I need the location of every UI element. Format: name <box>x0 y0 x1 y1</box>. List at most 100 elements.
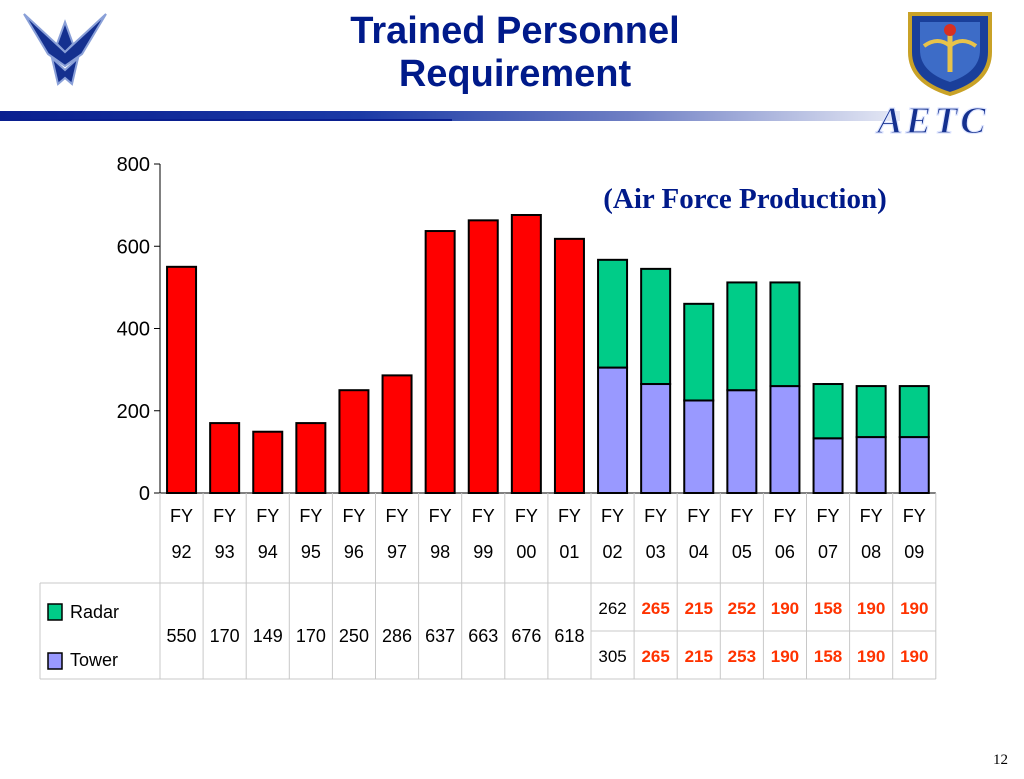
legend-label-radar: Radar <box>70 602 119 622</box>
bar-combined <box>467 219 499 494</box>
y-tick-label: 800 <box>117 154 150 176</box>
bar-radar <box>855 385 887 439</box>
chart-annotation: (Air Force Production) <box>603 183 887 215</box>
slide-number: 12 <box>993 752 1008 768</box>
x-tick-label-line2: 96 <box>344 542 364 562</box>
aetc-wordmark: AETC <box>875 100 988 142</box>
table-cell-radar: 190 <box>857 599 885 618</box>
bar-tower <box>812 437 844 494</box>
x-tick-label-line2: 06 <box>775 542 795 562</box>
x-tick-label-line1: FY <box>213 506 236 526</box>
y-tick-label: 600 <box>117 236 150 258</box>
table-cell-radar: 190 <box>771 599 799 618</box>
bar-tower <box>769 385 801 495</box>
bar-combined <box>209 422 241 494</box>
bar-tower <box>683 399 715 494</box>
x-tick-label-line1: FY <box>386 506 409 526</box>
x-tick-label-line2: 93 <box>215 542 235 562</box>
table-cell-tower: 190 <box>771 647 799 666</box>
y-tick-label: 400 <box>117 319 150 341</box>
x-tick-label-line1: FY <box>860 506 883 526</box>
legend-swatch-radar <box>47 603 63 621</box>
x-tick-label-line1: FY <box>170 506 193 526</box>
bar-radar <box>898 385 930 439</box>
x-tick-label-line1: FY <box>644 506 667 526</box>
bar-tower <box>855 436 887 495</box>
x-tick-label-line2: 07 <box>818 542 838 562</box>
table-cell-tower: 215 <box>685 647 713 666</box>
table-cell-radar: 158 <box>814 599 842 618</box>
x-tick-label-line2: 03 <box>646 542 666 562</box>
bar-radar <box>812 383 844 440</box>
bar-combined <box>338 389 370 494</box>
aetc-logo-text: AETC <box>858 97 1008 145</box>
bar-radar <box>769 281 801 388</box>
table-cell-combined: 637 <box>425 626 455 646</box>
table-cell-radar: 215 <box>685 599 713 618</box>
x-tick-label-line2: 04 <box>689 542 709 562</box>
table-cell-combined: 663 <box>468 626 498 646</box>
x-tick-label-line1: FY <box>601 506 624 526</box>
x-tick-label-line2: 08 <box>861 542 881 562</box>
bar-radar <box>640 267 672 386</box>
table-cell-combined: 618 <box>554 626 584 646</box>
title-line-2: Requirement <box>398 53 632 95</box>
bar-radar <box>597 258 629 369</box>
x-tick-label-line1: FY <box>472 506 495 526</box>
bar-combined <box>553 237 585 494</box>
bar-tower <box>597 366 629 495</box>
bar-tower <box>726 389 758 494</box>
table-cell-tower: 265 <box>641 647 669 666</box>
bar-combined <box>424 230 456 494</box>
x-tick-label-line1: FY <box>342 506 365 526</box>
x-tick-label-line2: 97 <box>387 542 407 562</box>
x-tick-label-line1: FY <box>256 506 279 526</box>
table-cell-radar: 262 <box>598 599 626 618</box>
table-cell-tower: 190 <box>900 647 928 666</box>
legend-label-tower: Tower <box>70 650 118 670</box>
x-tick-label-line2: 01 <box>559 542 579 562</box>
bar-radar <box>683 302 715 402</box>
x-tick-label-line1: FY <box>558 506 581 526</box>
table-cell-tower: 190 <box>857 647 885 666</box>
x-tick-label-line2: 02 <box>603 542 623 562</box>
table-cell-tower: 158 <box>814 647 842 666</box>
air-force-wings-symbol-icon <box>23 13 107 86</box>
table-cell-radar: 190 <box>900 599 928 618</box>
x-tick-label-line2: 94 <box>258 542 278 562</box>
bar-combined <box>510 213 542 494</box>
x-tick-label-line1: FY <box>773 506 796 526</box>
x-tick-label-line2: 98 <box>430 542 450 562</box>
table-cell-combined: 170 <box>296 626 326 646</box>
bar-tower <box>898 436 930 495</box>
slide-title: Trained Personnel Requirement <box>250 10 780 96</box>
x-tick-label-line2: 05 <box>732 542 752 562</box>
bar-radar <box>726 281 758 392</box>
aetc-shield-emblem-icon <box>908 12 992 97</box>
x-tick-label-line1: FY <box>299 506 322 526</box>
header-underline <box>0 119 452 121</box>
header-gradient-rule <box>0 111 900 121</box>
legend-swatch-tower <box>47 652 63 670</box>
bar-combined <box>252 430 284 495</box>
table-cell-combined: 286 <box>382 626 412 646</box>
x-tick-label-line1: FY <box>903 506 926 526</box>
table-cell-combined: 149 <box>253 626 283 646</box>
bar-tower <box>640 383 672 494</box>
x-tick-label-line1: FY <box>687 506 710 526</box>
x-tick-label-line1: FY <box>817 506 840 526</box>
title-line-1: Trained Personnel <box>350 10 680 52</box>
table-cell-combined: 250 <box>339 626 369 646</box>
x-tick-label-line1: FY <box>429 506 452 526</box>
bar-combined <box>166 265 198 494</box>
x-tick-label-line1: FY <box>730 506 753 526</box>
table-cell-tower: 253 <box>728 647 756 666</box>
x-tick-label-line2: 92 <box>172 542 192 562</box>
table-cell-combined: 550 <box>167 626 197 646</box>
x-tick-label-line2: 09 <box>904 542 924 562</box>
table-cell-combined: 676 <box>511 626 541 646</box>
bar-combined <box>381 374 413 495</box>
table-cell-radar: 265 <box>641 599 669 618</box>
table-cell-radar: 252 <box>728 599 756 618</box>
